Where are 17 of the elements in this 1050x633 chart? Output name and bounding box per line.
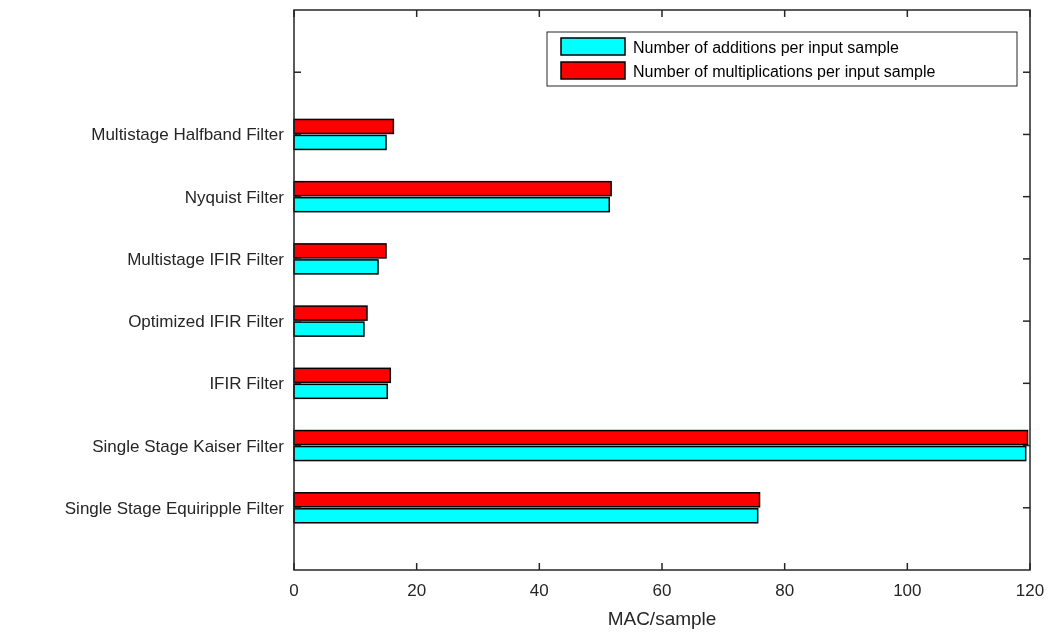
legend-label: Number of multiplications per input sample	[633, 62, 936, 80]
x-tick-label: 0	[289, 581, 299, 600]
y-tick-label: IFIR Filter	[209, 374, 285, 394]
y-tick-label: Optimized IFIR Filter	[128, 312, 285, 332]
x-axis-title: MAC/sample	[607, 608, 717, 629]
y-tick-label: Multistage IFIR Filter	[127, 249, 285, 269]
legend-label: Number of additions per input sample	[633, 38, 900, 56]
y-tick-label: Multistage Halfband Filter	[91, 125, 285, 145]
y-tick-label: Single Stage Equiripple Filter	[64, 498, 285, 518]
y-tick-label: Nyquist Filter	[184, 187, 285, 207]
x-tick-label: 20	[407, 581, 427, 600]
x-tick-label: 80	[775, 581, 795, 600]
x-tick-label: 100	[893, 581, 922, 600]
y-tick-label: Single Stage Kaiser Filter	[92, 436, 285, 456]
x-tick-label: 40	[529, 581, 549, 600]
x-tick-label: 60	[652, 581, 672, 600]
x-tick-label: 120	[1015, 581, 1045, 600]
